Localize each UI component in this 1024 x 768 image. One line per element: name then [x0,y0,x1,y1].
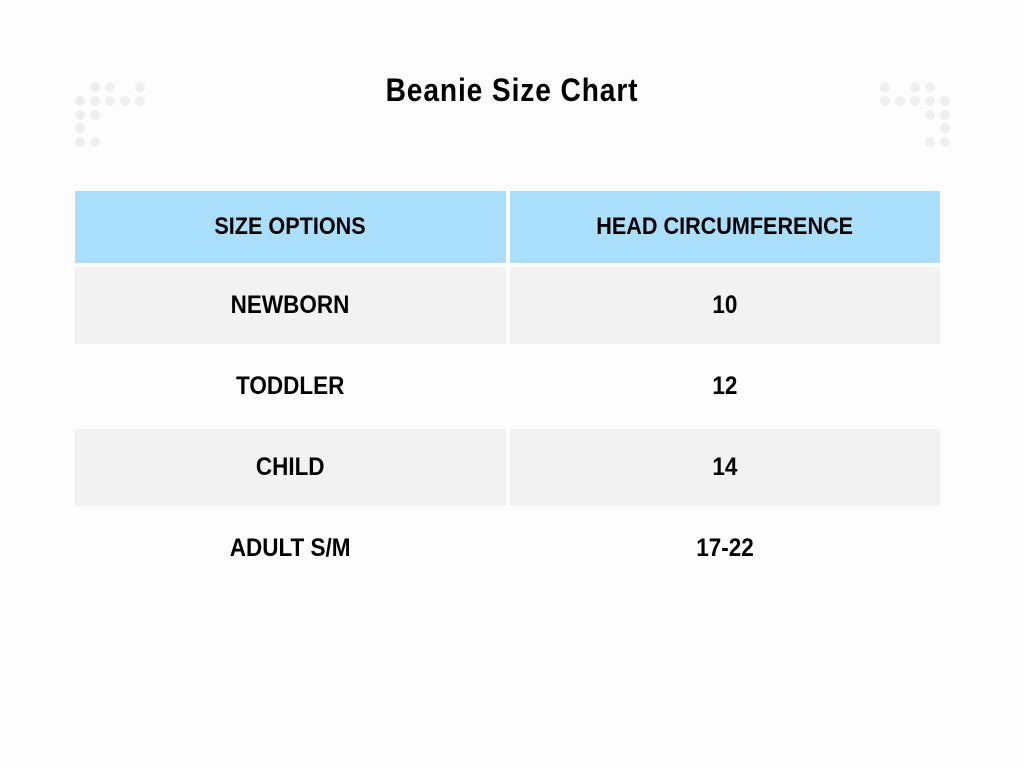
decor-dot [75,110,85,120]
decor-dot [925,82,935,92]
decor-dot [940,96,950,106]
decor-dot [75,137,85,147]
decor-dot [90,110,100,120]
size-label: Toddler [236,372,345,400]
decor-dot [925,110,935,120]
circumference-value: 17-22 [695,534,754,562]
decor-dot [925,96,935,106]
header-head-circumference: Head Circumference [509,191,940,263]
size-cell: Adult S/M [75,510,506,587]
decor-dot [105,82,115,92]
page-title: Beanie Size Chart [385,72,639,108]
header-label: Head Circumference [596,213,854,240]
decor-dot [75,96,85,106]
decor-dot [75,123,85,133]
decor-dot [940,137,950,147]
circumference-value: 10 [712,291,738,319]
size-label: Adult S/M [229,534,351,562]
decor-dot [880,82,890,92]
decor-dot [910,82,920,92]
decor-dot [90,82,100,92]
circumference-cell: 12 [509,348,940,425]
decor-dot [895,96,905,106]
size-label: Newborn [230,291,350,319]
circumference-value: 12 [712,372,738,400]
table-row: Child 14 [75,429,940,506]
table-row: Adult S/M 17-22 [75,510,940,587]
header-label: Size Options [214,213,366,240]
table-row: Newborn 10 [75,267,940,344]
decor-dot [105,96,115,106]
decor-dot [940,123,950,133]
size-cell: Child [75,429,506,506]
size-cell: Toddler [75,348,506,425]
size-cell: Newborn [75,267,506,344]
circumference-cell: 17-22 [509,510,940,587]
decor-dot [910,96,920,106]
circumference-cell: 14 [509,429,940,506]
decor-dot [90,96,100,106]
header-size-options: Size Options [75,191,506,263]
decor-dot [940,110,950,120]
header-row: Size Options Head Circumference [75,191,940,263]
circumference-cell: 10 [509,267,940,344]
size-chart-table: Size Options Head Circumference Newborn … [71,187,944,591]
size-label: Child [255,453,325,481]
decor-dot [120,96,130,106]
table-row: Toddler 12 [75,348,940,425]
decor-dot [90,137,100,147]
circumference-value: 14 [712,453,738,481]
decor-dot [135,82,145,92]
decor-dot [925,137,935,147]
decor-dot [880,96,890,106]
decor-dot [135,96,145,106]
